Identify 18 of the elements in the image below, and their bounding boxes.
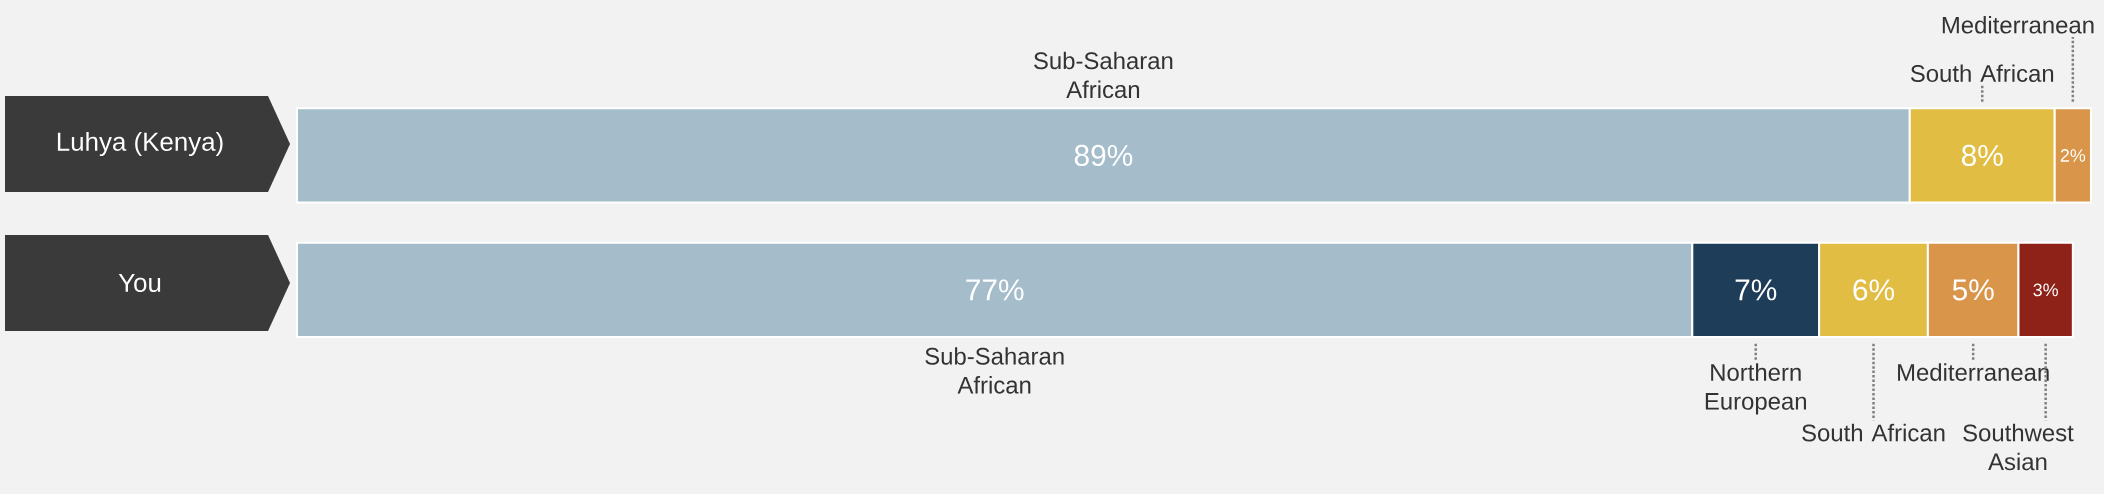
- text: Southwest Asian: [1963, 423, 2074, 471]
- series-label: Sub-Saharan African: [1034, 51, 1173, 99]
- series-label: South African: [1910, 64, 2054, 82]
- data-label: 8%: [1961, 144, 2003, 167]
- text: Mediterranean: [1942, 16, 2094, 34]
- series-label: Mediterranean: [1898, 363, 2049, 381]
- data-label: 7%: [1735, 279, 1777, 301]
- data-label: 2%: [2060, 149, 2086, 162]
- data-label: 5%: [1952, 279, 1994, 301]
- text: South African: [1802, 423, 1945, 442]
- series-label: Northern European: [1705, 363, 1807, 415]
- data-label: 89%: [1074, 144, 1133, 167]
- y-tick-label: Luhya (Kenya): [57, 131, 223, 157]
- data-label: 6%: [1853, 279, 1895, 301]
- data-label: 77%: [966, 279, 1024, 301]
- y-tick-label: You: [118, 273, 161, 293]
- text: Sub-Saharan African: [925, 347, 1064, 394]
- data-label: 3%: [2033, 283, 2058, 297]
